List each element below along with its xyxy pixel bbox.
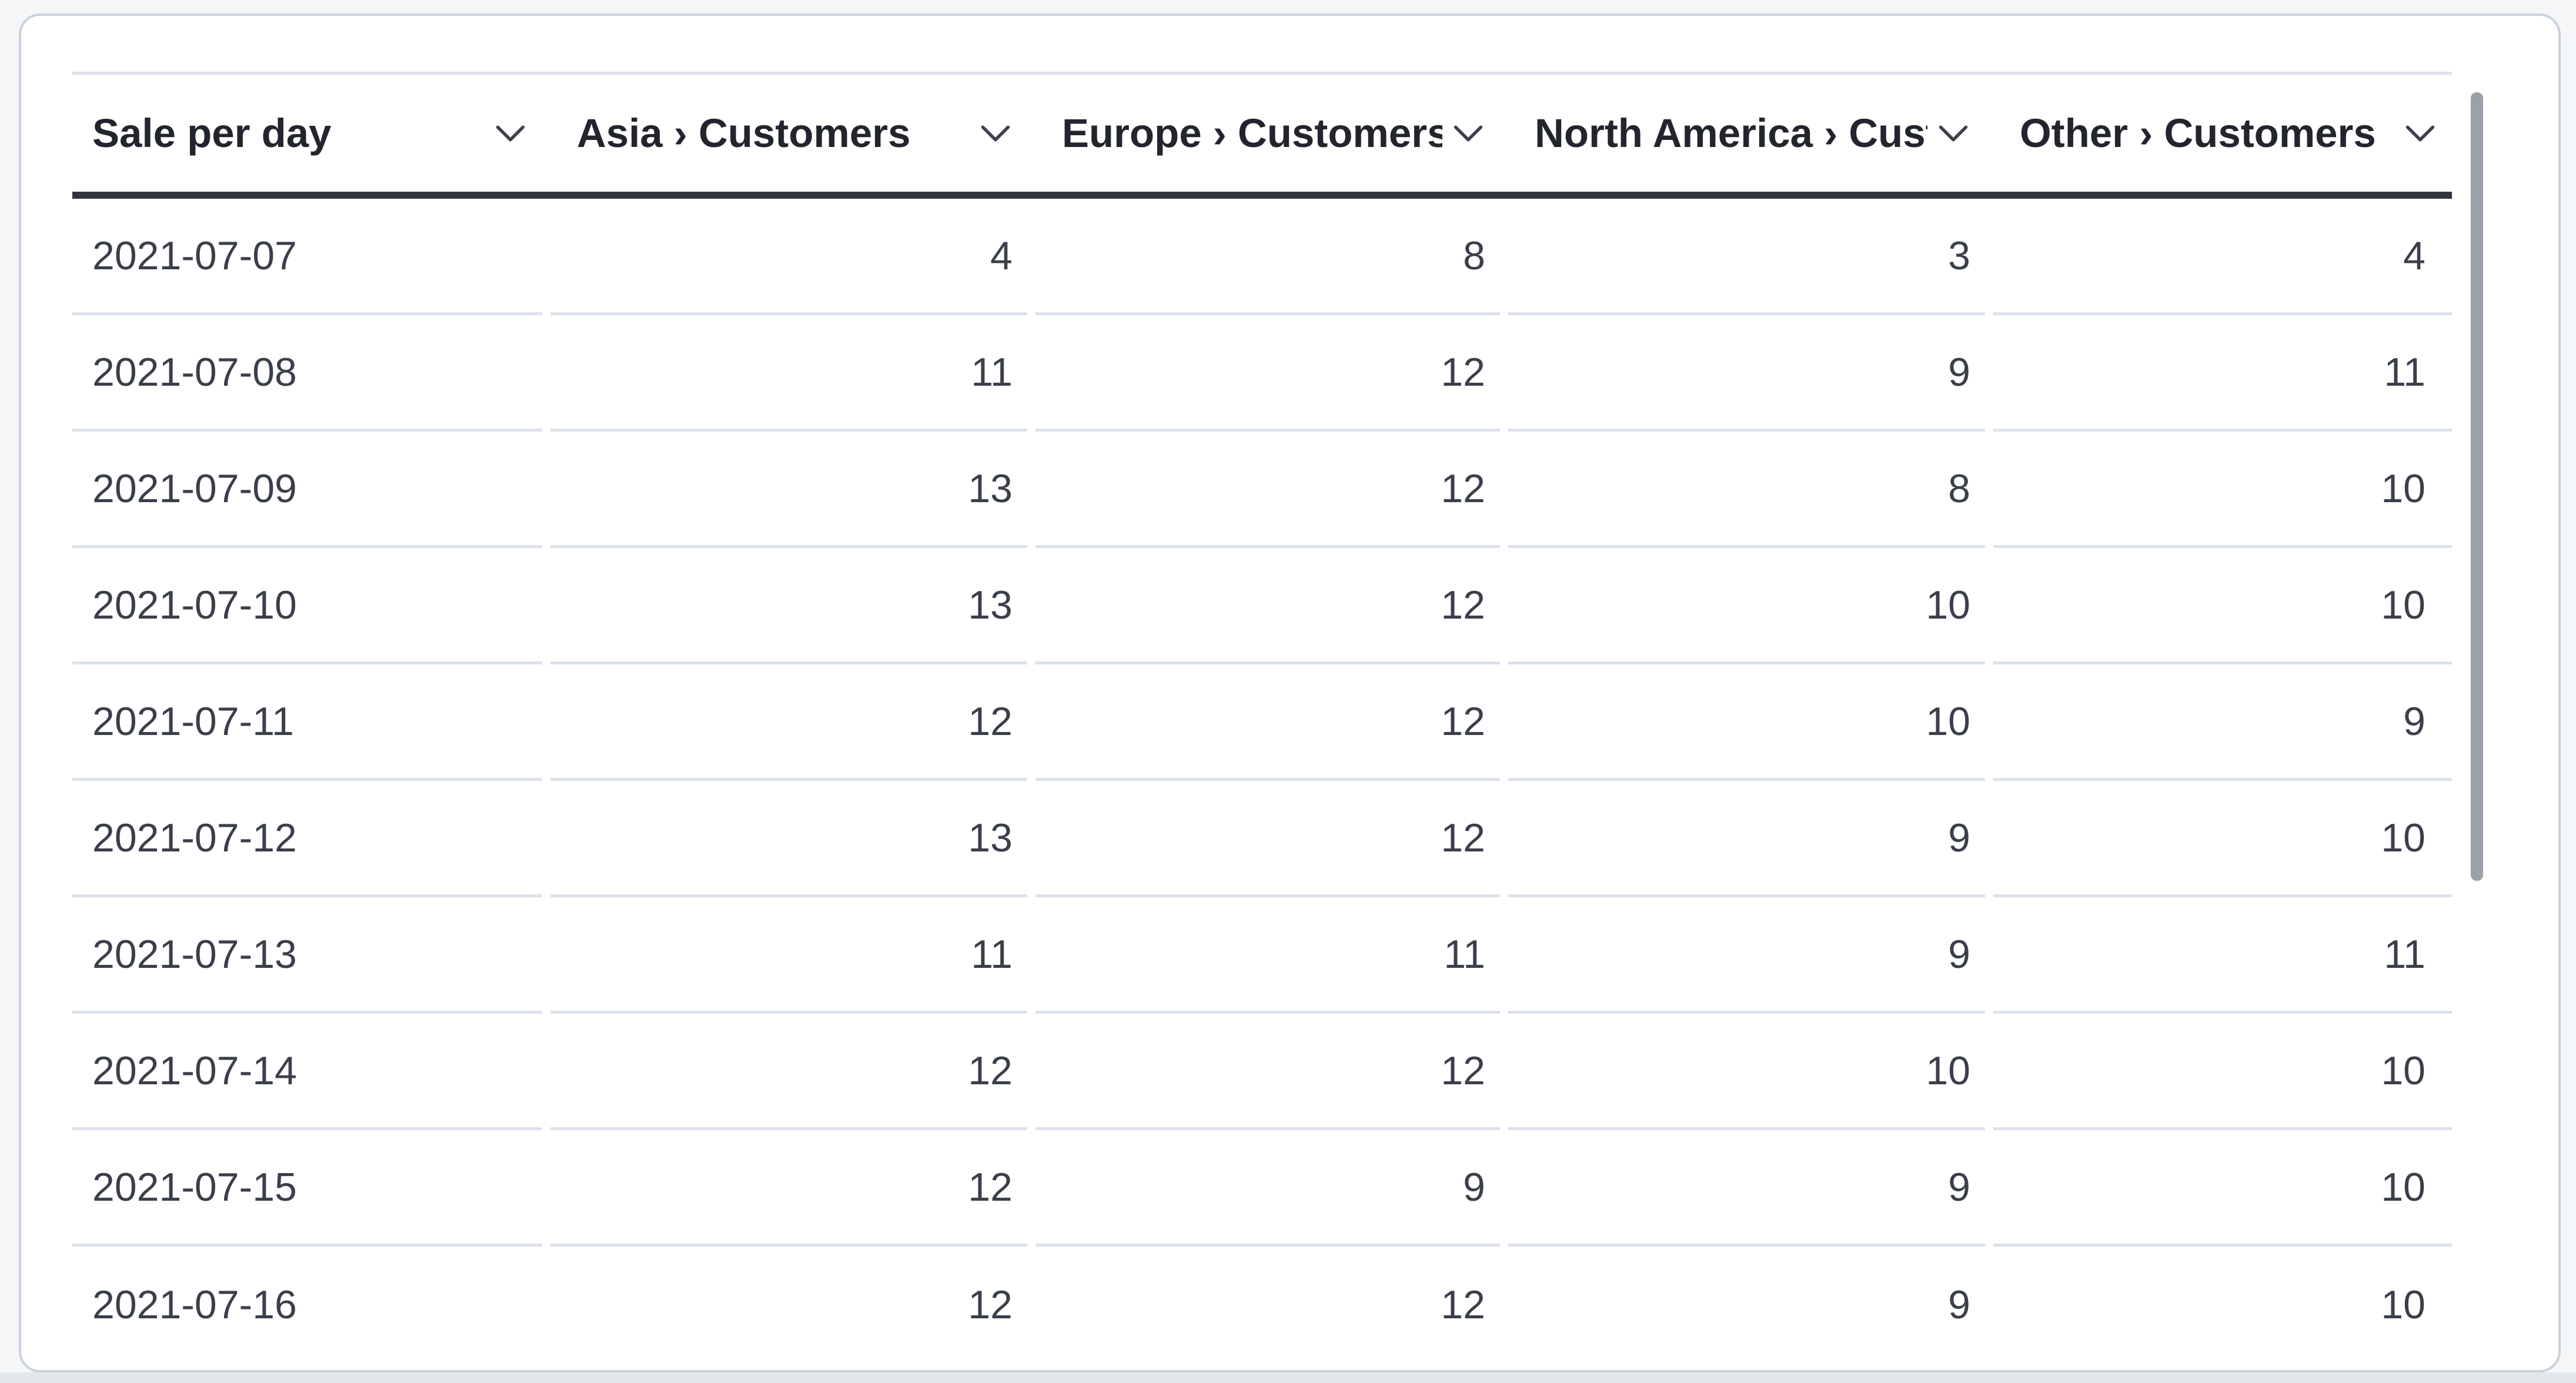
cell-value-other[interactable]: 10 [1993, 1130, 2452, 1247]
cell-value-asia[interactable]: 13 [550, 548, 1027, 664]
cell-value-europe[interactable]: 12 [1035, 664, 1500, 781]
cell-value-other[interactable]: 10 [1993, 548, 2452, 664]
table-row: 2021-07-09 13 12 8 10 [72, 432, 2452, 548]
table-row: 2021-07-07 4 8 3 4 [72, 199, 2452, 315]
cell-date[interactable]: 2021-07-08 [72, 315, 542, 432]
cell-value-asia[interactable]: 11 [550, 315, 1027, 432]
cell-value-other[interactable]: 10 [2381, 1282, 2425, 1327]
column-header-label: North America › Customers [1535, 111, 1927, 156]
table-row: 2021-07-15 12 9 9 10 [72, 1130, 2452, 1247]
column-header-europe[interactable]: Europe › Customers [1035, 75, 1500, 192]
table-header-row: Sale per day Asia › Customers Europe › Cus… [72, 72, 2452, 199]
table-row: 2021-07-12 13 12 9 10 [72, 781, 2452, 897]
cell-date[interactable]: 2021-07-09 [72, 432, 542, 548]
chevron-down-icon [2394, 125, 2435, 142]
cell-value-north_america[interactable]: 9 [1508, 781, 1985, 897]
column-header-asia[interactable]: Asia › Customers [550, 75, 1027, 192]
table-row: 2021-07-11 12 12 10 9 [72, 664, 2452, 781]
cell-value-europe[interactable]: 9 [1035, 1130, 1500, 1247]
table-row: 2021-07-13 11 11 9 11 [72, 897, 2452, 1014]
cell-value-north_america[interactable]: 9 [1508, 897, 1985, 1014]
cell-value-asia[interactable]: 13 [550, 432, 1027, 548]
vertical-scrollbar-thumb[interactable] [2471, 92, 2483, 881]
page-background-strip [0, 1372, 2576, 1383]
column-header-other[interactable]: Other › Customers [1993, 75, 2452, 192]
cell-value-other[interactable]: 4 [1993, 199, 2452, 315]
cell-date[interactable]: 2021-07-16 [92, 1282, 297, 1327]
cell-date[interactable]: 2021-07-07 [72, 199, 542, 315]
cell-value-north_america[interactable]: 10 [1508, 1014, 1985, 1130]
cell-date[interactable]: 2021-07-12 [72, 781, 542, 897]
cell-value-asia[interactable]: 12 [550, 664, 1027, 781]
cell-value-north_america[interactable]: 3 [1508, 199, 1985, 315]
cell-value-europe[interactable]: 12 [1035, 548, 1500, 664]
cell-date[interactable]: 2021-07-13 [72, 897, 542, 1014]
table-card: Sale per day Asia › Customers Europe › Cus… [19, 14, 2561, 1372]
cell-value-other[interactable]: 11 [1993, 315, 2452, 432]
column-header-label: Other › Customers [2020, 111, 2376, 156]
cell-value-north_america[interactable]: 8 [1508, 432, 1985, 548]
table-body: 2021-07-07 4 8 3 4 2021-07-08 11 12 9 11 2021-07-0… [72, 199, 2452, 1363]
cell-date[interactable]: 2021-07-11 [72, 664, 542, 781]
cell-date[interactable]: 2021-07-15 [72, 1130, 542, 1247]
cell-value-asia[interactable]: 12 [968, 1282, 1013, 1327]
column-header-north_america[interactable]: North America › Customers [1508, 75, 1985, 192]
cell-value-europe[interactable]: 12 [1035, 432, 1500, 548]
cell-value-asia[interactable]: 4 [550, 199, 1027, 315]
cell-value-north_america[interactable]: 9 [1508, 1130, 1985, 1247]
table-row: 2021-07-10 13 12 10 10 [72, 548, 2452, 664]
column-header-label: Asia › Customers [577, 111, 911, 156]
chevron-down-icon [485, 125, 526, 142]
cell-value-asia[interactable]: 13 [550, 781, 1027, 897]
data-table: Sale per day Asia › Customers Europe › Cus… [72, 72, 2452, 1363]
table-row: 2021-07-08 11 12 9 11 [72, 315, 2452, 432]
cell-value-north_america[interactable]: 10 [1508, 548, 1985, 664]
cell-value-other[interactable]: 10 [1993, 432, 2452, 548]
cell-value-other[interactable]: 11 [1993, 897, 2452, 1014]
table-row: 2021-07-14 12 12 10 10 [72, 1014, 2452, 1130]
chevron-down-icon [1442, 125, 1484, 142]
cell-value-north_america[interactable]: 9 [1508, 315, 1985, 432]
table-row: 2021-07-16 12 12 9 10 [72, 1247, 2452, 1363]
cell-value-other[interactable]: 9 [1993, 664, 2452, 781]
chevron-down-icon [1927, 125, 1969, 142]
cell-value-other[interactable]: 10 [1993, 781, 2452, 897]
column-header-date[interactable]: Sale per day [72, 75, 542, 192]
cell-value-asia[interactable]: 11 [550, 897, 1027, 1014]
chevron-down-icon [970, 125, 1011, 142]
column-header-label: Europe › Customers [1062, 111, 1442, 156]
cell-value-asia[interactable]: 12 [550, 1014, 1027, 1130]
cell-value-europe[interactable]: 12 [1035, 781, 1500, 897]
column-header-label: Sale per day [92, 111, 332, 156]
cell-value-europe[interactable]: 11 [1035, 897, 1500, 1014]
cell-value-europe[interactable]: 12 [1035, 315, 1500, 432]
cell-value-europe[interactable]: 12 [1441, 1282, 1485, 1327]
cell-value-asia[interactable]: 12 [550, 1130, 1027, 1247]
cell-date[interactable]: 2021-07-10 [72, 548, 542, 664]
cell-value-other[interactable]: 10 [1993, 1014, 2452, 1130]
cell-value-north_america[interactable]: 9 [1948, 1282, 1970, 1327]
cell-value-europe[interactable]: 8 [1035, 199, 1500, 315]
cell-value-europe[interactable]: 12 [1035, 1014, 1500, 1130]
cell-value-north_america[interactable]: 10 [1508, 664, 1985, 781]
cell-date[interactable]: 2021-07-14 [72, 1014, 542, 1130]
